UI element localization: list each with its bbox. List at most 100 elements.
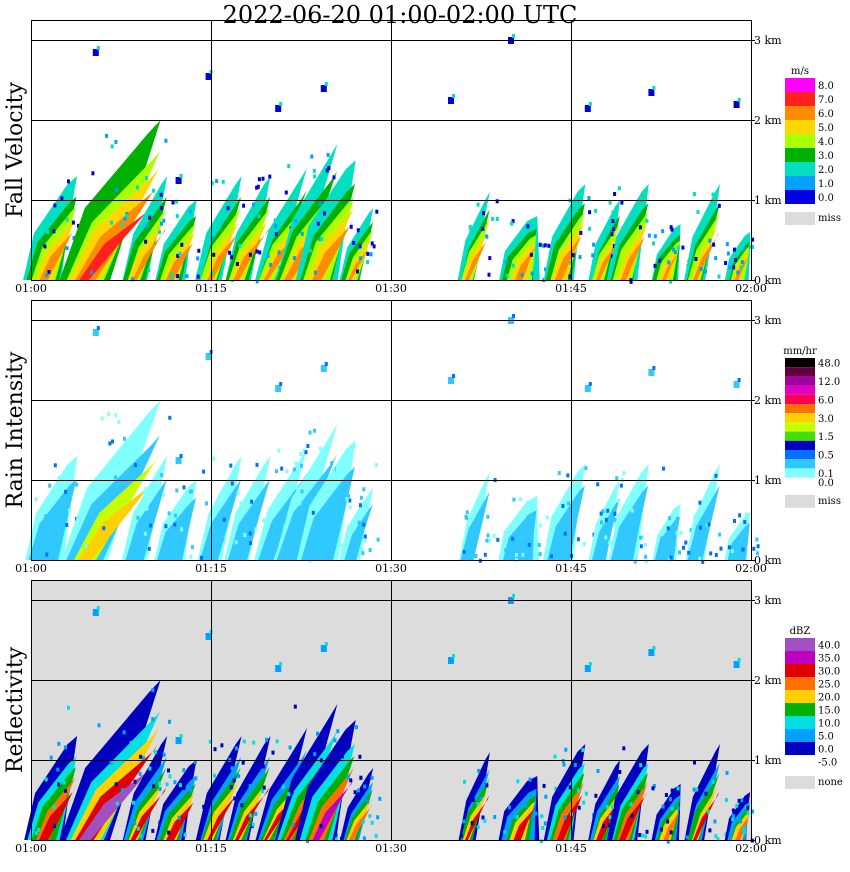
- echo-pixel: [477, 768, 481, 773]
- echo-pixel: [660, 536, 664, 541]
- echo-pixel: [294, 461, 298, 466]
- echo-pixel: [356, 269, 359, 274]
- echo-pixel: [652, 241, 656, 246]
- echo-pixel: [164, 138, 168, 143]
- echo-pixel: [736, 270, 740, 275]
- echo-pixel: [174, 528, 178, 533]
- echo-pixel: [698, 556, 702, 561]
- echo-pixel: [180, 242, 184, 247]
- echo-pixel: [678, 550, 681, 555]
- echo-pixel: [750, 809, 754, 814]
- echo-pixel: [352, 240, 356, 245]
- echo-pixel: [252, 202, 255, 207]
- echo-pixel: [179, 829, 183, 834]
- echo-pixel: [610, 254, 614, 259]
- echo-pixel: [299, 452, 303, 456]
- echo-pixel: [72, 236, 76, 240]
- echo-pixel: [577, 805, 581, 810]
- legend-swatch: [785, 120, 815, 134]
- echo-pixel: [694, 257, 698, 261]
- echo-pixel: [464, 514, 468, 519]
- legend-swatch: [785, 477, 815, 487]
- echo-pixel: [34, 497, 38, 502]
- echo-pixel: [667, 260, 671, 265]
- echo-pixel: [363, 784, 367, 789]
- echo-pixel: [189, 489, 192, 494]
- echo-pixel: [168, 774, 172, 779]
- echo-pixel: [359, 775, 363, 780]
- echo-pixel: [752, 546, 756, 551]
- echo-speck: [737, 378, 741, 382]
- echo-pixel: [692, 192, 696, 196]
- legend-swatch: [785, 78, 815, 92]
- echo-speck: [92, 49, 99, 56]
- echo-pixel: [361, 551, 365, 556]
- echo-pixel: [711, 780, 715, 784]
- echo-pixel: [662, 466, 665, 471]
- echo-pixel: [131, 800, 135, 805]
- echo-pixel: [67, 179, 70, 184]
- echo-pixel: [740, 260, 744, 265]
- echo-pixel: [257, 177, 261, 182]
- echo-pixel: [756, 544, 760, 549]
- echo-pixel: [582, 800, 586, 805]
- echo-pixel: [330, 461, 334, 466]
- echo-pixel: [714, 473, 718, 478]
- echo-pixel: [482, 211, 485, 216]
- legend-swatch: [785, 677, 815, 690]
- echo-pixel: [56, 767, 60, 772]
- echo-pixel: [675, 516, 679, 521]
- echo-pixel: [61, 201, 65, 206]
- echo-pixel: [45, 273, 49, 278]
- echo-pixel: [496, 537, 500, 542]
- colorbar-legend: m/s 8.0 7.0 6.0 5.0 4.0 3.0 2.0 1.0 0.0 miss: [785, 66, 841, 225]
- echo-shape: [39, 227, 75, 280]
- echo-pixel: [75, 482, 79, 487]
- echo-pixel: [309, 248, 313, 253]
- echo-pixel: [537, 543, 541, 547]
- echo-pixel: [332, 175, 336, 180]
- echo-pixel: [708, 828, 712, 833]
- echo-pixel: [462, 550, 466, 554]
- legend-label: 3.0: [818, 414, 834, 425]
- echo-pixel: [313, 174, 317, 179]
- echo-pixel: [243, 533, 247, 537]
- echo-pixel: [64, 489, 68, 494]
- echo-pixel: [460, 833, 463, 838]
- echo-pixel: [324, 734, 328, 739]
- echo-pixel: [213, 747, 217, 752]
- echo-pixel: [160, 206, 163, 210]
- echo-pixel: [256, 184, 260, 189]
- echo-pixel: [669, 555, 673, 560]
- echo-pixel: [308, 430, 312, 435]
- echo-pixel: [704, 512, 708, 516]
- echo-pixel: [45, 552, 49, 557]
- echo-pixel: [370, 820, 374, 825]
- echo-pixel: [568, 274, 572, 279]
- plot-frame: [31, 580, 752, 841]
- echo-pixel: [644, 834, 648, 839]
- height-tick-label: 1 km: [754, 474, 782, 487]
- echo-pixel: [473, 225, 477, 230]
- legend-swatch: [785, 431, 815, 441]
- echo-pixel: [734, 531, 738, 536]
- echo-shape: [462, 226, 490, 280]
- echo-pixel: [125, 211, 129, 216]
- echo-pixel: [465, 510, 469, 515]
- echo-shape: [207, 787, 241, 840]
- echo-pixel: [602, 824, 606, 828]
- echo-pixel: [568, 785, 572, 790]
- echo-pixel: [740, 798, 744, 803]
- echo-pixel: [158, 230, 161, 235]
- echo-pixel: [145, 506, 149, 511]
- echo-shape: [74, 455, 159, 560]
- echo-pixel: [376, 537, 380, 542]
- echo-pixel: [114, 188, 118, 193]
- echo-pixel: [352, 444, 356, 449]
- echo-speck: [648, 369, 655, 376]
- legend-label: 2.0: [818, 165, 834, 176]
- echo-pixel: [641, 833, 644, 838]
- echo-pixel: [463, 779, 466, 784]
- echo-shape: [688, 212, 720, 280]
- echo-shape: [166, 799, 195, 840]
